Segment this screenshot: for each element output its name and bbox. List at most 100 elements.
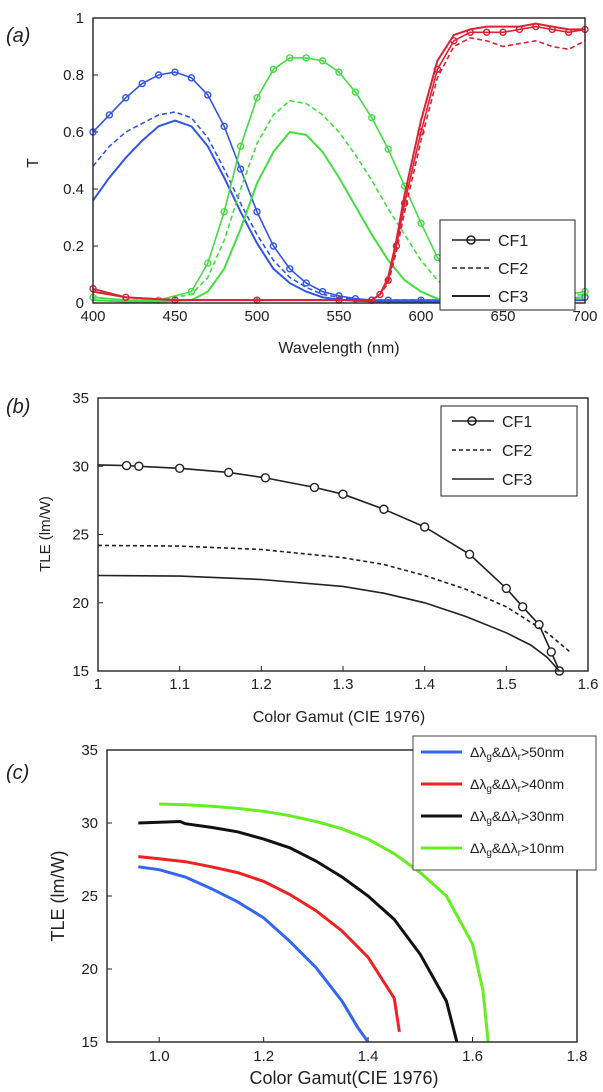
legend-text: &Δλ xyxy=(492,808,518,824)
panel-c-tle-chart: (c) 1.0 1.2 1.4 1.6 1.8 15 20 25 30 35 TLE (lm/W)… xyxy=(6,735,597,1088)
x-tick-label: 500 xyxy=(244,308,269,325)
x-tick-label: 1.0 xyxy=(149,1048,170,1065)
legend-label: CF3 xyxy=(498,289,528,306)
plot-frame xyxy=(92,17,586,304)
y-tick-label: 0.2 xyxy=(63,238,84,255)
data-point-blue xyxy=(138,79,146,88)
y-tick-label: 15 xyxy=(81,1034,98,1051)
legend-entry: CF2 xyxy=(452,261,528,278)
x-axis-label: Color Gamut(CIE 1976) xyxy=(249,1068,438,1088)
data-point-blue xyxy=(286,265,294,273)
legend-subscript: g xyxy=(486,752,492,763)
x-axis-label: Wavelength (nm) xyxy=(278,340,399,357)
legend-text: Δλ xyxy=(470,840,486,856)
data-point-green xyxy=(302,54,310,62)
legend-label: CF2 xyxy=(498,261,528,278)
x-tick-label: 1.2 xyxy=(251,676,272,693)
y-tick-label: 25 xyxy=(81,888,98,905)
data-point-green xyxy=(220,208,228,216)
y-tick-label: 1 xyxy=(76,10,84,27)
plot-frame xyxy=(106,749,578,1043)
legend-text: >10nm xyxy=(521,840,564,856)
y-tick-label: 35 xyxy=(72,390,89,407)
y-tick-label: 30 xyxy=(81,815,98,832)
y-tick-label: 0 xyxy=(76,295,84,312)
y-tick-label: 30 xyxy=(72,458,89,475)
plot-series xyxy=(97,460,573,676)
data-point-cf1 xyxy=(464,549,475,559)
legend-subscript: r xyxy=(518,784,522,795)
data-point-blue xyxy=(154,71,163,79)
panel-a-transmission-chart: (a) 400 450 500 550 600 650 70000.20.40.60.81 … xyxy=(6,10,598,357)
legend-entries: Δλg&Δλr>50nmΔλg&Δλr>40nmΔλg&Δλr>30nmΔλg&… xyxy=(421,744,564,859)
plot-frame xyxy=(97,397,589,672)
x-tick-label: 650 xyxy=(490,308,515,325)
legend: Δλg&Δλr>50nmΔλg&Δλr>40nmΔλg&Δλr>30nmΔλg&… xyxy=(412,735,597,871)
x-axis-label: Color Gamut (CIE 1976) xyxy=(253,709,426,726)
data-point-cf1 xyxy=(174,463,185,473)
y-tick-label: 35 xyxy=(81,742,98,759)
legend-text: &Δλ xyxy=(492,840,518,856)
series-line-cf3 xyxy=(97,574,560,672)
legend-label: Δλg&Δλr>10nm xyxy=(470,840,564,859)
data-point-green xyxy=(400,182,409,190)
legend-subscript: g xyxy=(486,816,492,827)
data-point-blue xyxy=(122,94,130,102)
data-point-blue xyxy=(105,111,114,119)
legend-subscript: r xyxy=(518,752,522,763)
data-point-blue xyxy=(351,295,360,303)
data-point-blue xyxy=(269,242,278,250)
x-tick-label: 400 xyxy=(80,308,105,325)
data-point-cf1 xyxy=(419,522,430,532)
legend-subscript: g xyxy=(486,784,492,795)
data-point-cf1 xyxy=(546,647,556,657)
data-point-green xyxy=(253,94,261,102)
data-point-cf1 xyxy=(260,473,271,483)
data-point-green xyxy=(351,88,360,96)
series-line-2 xyxy=(138,855,401,1033)
legend-subscript: r xyxy=(518,816,522,827)
legend-text: Δλ xyxy=(470,776,486,792)
data-point-cf1 xyxy=(501,583,512,594)
x-tick-label: 700 xyxy=(572,308,597,325)
data-point-blue xyxy=(204,91,212,99)
legend-entry: CF1 xyxy=(452,414,532,431)
y-tick-label: 20 xyxy=(72,595,89,612)
y-tick-label: 0.8 xyxy=(63,67,84,84)
data-point-green xyxy=(286,54,294,62)
x-tick-label: 1.1 xyxy=(169,676,190,693)
x-tick-label: 1.3 xyxy=(333,676,354,693)
legend-entry: CF3 xyxy=(452,472,532,489)
series-line-3 xyxy=(138,819,459,1043)
x-tick-label: 1.2 xyxy=(253,1048,274,1065)
panel-label: (c) xyxy=(6,762,29,784)
legend-marker xyxy=(467,416,477,426)
x-tick-label: 1.8 xyxy=(567,1048,588,1065)
data-point-blue xyxy=(187,74,196,82)
legend-label: CF2 xyxy=(502,443,532,460)
data-point-green xyxy=(368,114,376,122)
data-point-red xyxy=(376,290,384,299)
legend-text: &Δλ xyxy=(492,744,518,760)
series-line-cf1 xyxy=(97,464,561,672)
data-point-cf1 xyxy=(121,460,132,471)
legend-entry: CF2 xyxy=(452,443,532,460)
legend-label: CF1 xyxy=(498,233,528,250)
data-point-cf1 xyxy=(338,489,348,499)
y-axis-label: T xyxy=(25,158,42,168)
panel-label: (a) xyxy=(6,25,30,47)
data-point-red xyxy=(499,28,507,36)
y-tick-label: 0.6 xyxy=(63,124,84,141)
data-point-green xyxy=(417,219,425,227)
y-axis-label: TLE (lm/W) xyxy=(37,496,54,572)
legend-text: >50nm xyxy=(521,744,564,760)
x-tick-label: 1 xyxy=(94,676,102,693)
axis-ticks: 1 1.1 1.2 1.3 1.4 1.5 1.6 15 20 25 30 35 xyxy=(72,390,598,693)
series-line-red-cf3 xyxy=(92,22,585,302)
plot-series xyxy=(138,802,490,1043)
axis-ticks: 1.0 1.2 1.4 1.6 1.8 15 20 25 30 35 xyxy=(81,742,587,1065)
legend-label: Δλg&Δλr>40nm xyxy=(470,776,564,795)
series-line-1 xyxy=(138,865,370,1043)
legend-label: Δλg&Δλr>30nm xyxy=(470,808,564,827)
legend-entry: CF1 xyxy=(452,233,528,250)
